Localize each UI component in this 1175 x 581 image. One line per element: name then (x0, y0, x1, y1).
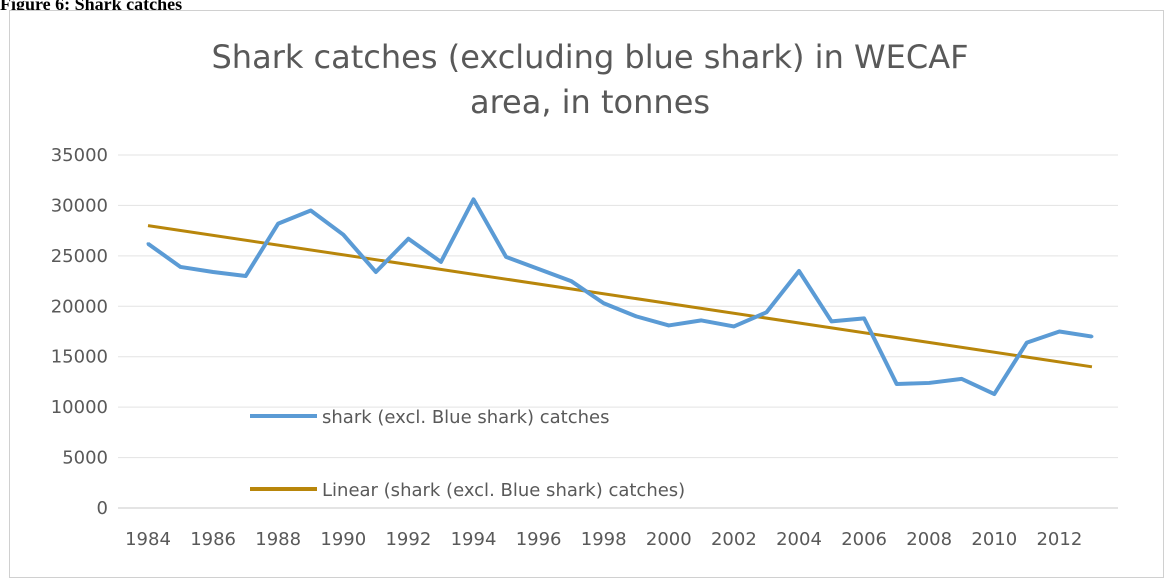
data-point (439, 260, 443, 264)
x-tick-label: 1998 (581, 529, 627, 550)
y-tick-label: 35000 (51, 145, 108, 166)
x-tick-label: 1984 (125, 529, 171, 550)
data-point (699, 318, 703, 322)
y-tick-label: 30000 (51, 195, 108, 216)
data-point (569, 279, 573, 283)
x-axis-ticks: 1984 1986 1988 1990 1992 1994 1996 1998 2000 2002… (125, 529, 1082, 550)
data-point (1090, 335, 1094, 339)
legend-label-series-1: shark (excl. Blue shark) catches (322, 407, 610, 428)
chart-title-line-1: Shark catches (excluding blue shark) in … (211, 38, 968, 76)
data-point (309, 208, 313, 212)
x-tick-label: 2002 (711, 529, 757, 550)
data-point (1025, 341, 1029, 345)
data-point (179, 265, 183, 269)
data-point (797, 269, 801, 273)
trendline (147, 224, 1093, 369)
data-point (406, 237, 410, 241)
x-tick-label: 1988 (255, 529, 301, 550)
x-tick-label: 1990 (320, 529, 366, 550)
x-tick-label: 2006 (841, 529, 887, 550)
y-tick-label: 25000 (51, 246, 108, 267)
chart-title-line-2: area, in tonnes (470, 83, 710, 121)
x-tick-label: 1992 (385, 529, 431, 550)
data-point (830, 319, 834, 323)
y-tick-label: 10000 (51, 397, 108, 418)
data-point (374, 270, 378, 274)
data-point (1057, 330, 1061, 333)
x-tick-label: 1996 (516, 529, 562, 550)
x-tick-label: 2000 (646, 529, 692, 550)
data-point (732, 324, 736, 328)
data-point (634, 314, 638, 318)
y-tick-label: 20000 (51, 296, 108, 317)
data-point (504, 255, 508, 259)
legend-label-trendline: Linear (shark (excl. Blue shark) catches… (322, 480, 685, 501)
y-tick-label: 15000 (51, 347, 108, 368)
data-point (927, 381, 931, 385)
gridlines (118, 154, 1118, 509)
data-point (146, 242, 150, 246)
data-point (895, 382, 899, 386)
data-point (667, 323, 671, 327)
data-point (244, 274, 248, 278)
data-point (211, 270, 215, 274)
data-point (992, 392, 996, 396)
data-point (862, 316, 866, 320)
series-line-catches (146, 197, 1093, 397)
chart-frame (9, 10, 1164, 578)
y-tick-label: 0 (97, 498, 108, 519)
x-tick-label: 2010 (971, 529, 1017, 550)
x-tick-label: 1994 (451, 529, 497, 550)
x-tick-label: 2004 (776, 529, 822, 550)
y-axis-ticks: 0 5000 10000 15000 20000 25000 30000 35000 (51, 145, 108, 519)
data-point (537, 267, 541, 271)
data-point (276, 222, 280, 226)
x-tick-label: 1986 (190, 529, 236, 550)
y-tick-label: 5000 (62, 448, 108, 469)
data-point (764, 310, 768, 314)
legend: shark (excl. Blue shark) catches Linear … (250, 407, 685, 501)
data-point (602, 301, 606, 305)
series-layer (146, 197, 1094, 397)
data-point (960, 377, 964, 381)
x-tick-label: 2012 (1036, 529, 1082, 550)
data-point (472, 197, 475, 201)
data-point (341, 233, 345, 237)
x-tick-label: 2008 (906, 529, 952, 550)
